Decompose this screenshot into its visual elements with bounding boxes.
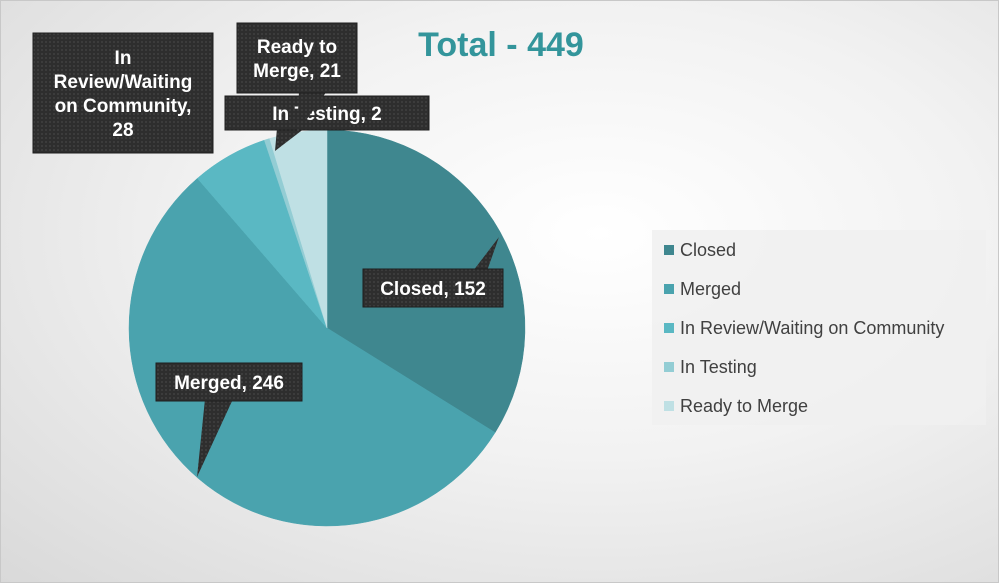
pie-slice-merged (128, 177, 496, 527)
data-label-text: 28 (112, 120, 133, 141)
callout-box (32, 32, 214, 154)
data-label-in-testing: In Testing, 2 (224, 95, 430, 151)
legend-swatch (664, 401, 674, 411)
legend-swatch (664, 323, 674, 333)
callout-pointer (275, 128, 305, 151)
chart-title: Total - 449 (418, 26, 584, 64)
legend-label: Merged (680, 279, 741, 299)
legend-swatch (664, 362, 674, 372)
data-label-text: Merged, 246 (174, 373, 284, 394)
legend-label: In Review/Waiting on Community (680, 318, 944, 338)
data-label-closed: Closed, 152 (362, 237, 504, 308)
data-label-text: Ready to (257, 37, 337, 58)
data-label-text: Merge, 21 (253, 61, 341, 82)
callout-box (224, 95, 430, 131)
callout-pointer (297, 91, 327, 133)
callout-box (362, 268, 504, 308)
data-label-text: In (115, 48, 132, 69)
data-label-ready-to-merge: Ready to Merge, 21 (236, 22, 358, 133)
data-label-text: Closed, 152 (380, 279, 486, 300)
data-label-text: In Testing, 2 (272, 104, 381, 125)
legend: Closed Merged In Review/Waiting on Communi… (652, 230, 986, 425)
data-label-text: Review/Waiting (54, 72, 193, 93)
legend-label: Closed (680, 240, 736, 260)
legend-background (652, 230, 986, 425)
data-label-merged: Merged, 246 (155, 362, 303, 477)
legend-swatch (664, 245, 674, 255)
legend-label: Ready to Merge (680, 396, 808, 416)
legend-label: In Testing (680, 357, 757, 377)
legend-swatch (664, 284, 674, 294)
callout-box (236, 22, 358, 94)
data-label-text: on Community, (55, 96, 192, 117)
callout-box (155, 362, 303, 402)
data-label-in-review-waiting-on-community: In Review/Waiting on Community, 28 (32, 32, 214, 154)
callout-pointer (197, 399, 233, 477)
